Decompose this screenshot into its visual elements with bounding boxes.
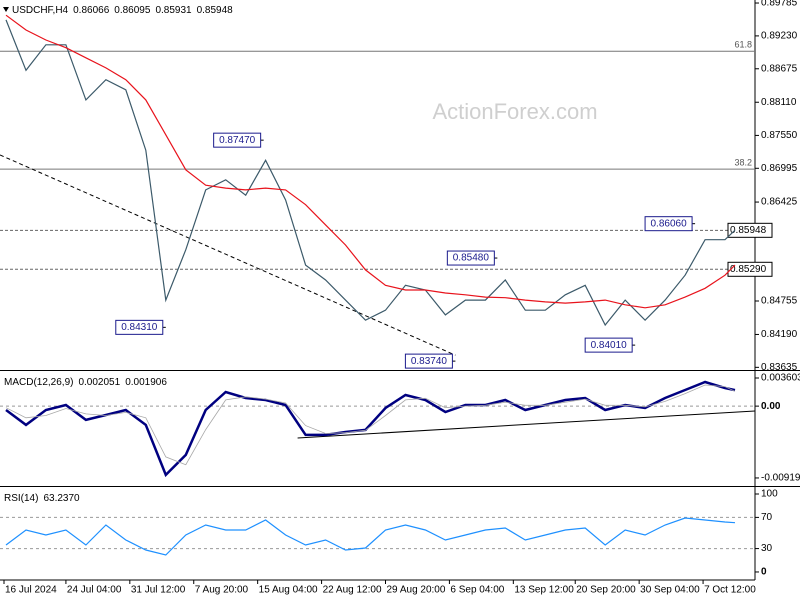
y-tick-label: 100: [761, 489, 778, 500]
y-tick-label: 0.86425: [761, 197, 798, 208]
header-value: 0.002051: [78, 377, 120, 388]
header-value: 0.86066: [73, 5, 110, 16]
series-line: [5, 384, 736, 466]
price-label-box: [727, 261, 773, 277]
annotation-box: [584, 337, 633, 353]
x-tick-label: 31 Jul 12:00: [131, 585, 186, 596]
annotation-label: 0.85480: [453, 253, 490, 264]
x-tick-label: 6 Sep 04:00: [450, 585, 504, 596]
panel-header: RSI(14) 63.2370: [4, 493, 80, 504]
series-line: [5, 14, 736, 309]
series-line: [5, 517, 736, 556]
annotation-box: [213, 132, 262, 148]
y-tick-label: 0.88110: [761, 97, 797, 108]
fib-label: 61.8: [734, 40, 752, 50]
panel-title: RSI(14): [4, 493, 38, 504]
annotation-box: [115, 319, 164, 335]
header-value: 0.001906: [125, 377, 167, 388]
annotation-label: 0.84010: [591, 340, 628, 351]
y-tick-label: 70: [761, 512, 773, 523]
y-tick-label: 0.89230: [761, 31, 798, 42]
x-tick-label: 16 Jul 2024: [5, 585, 57, 596]
x-tick-label: 13 Sep 12:00: [514, 585, 574, 596]
x-tick-label: 15 Aug 04:00: [259, 585, 318, 596]
annotation-box: [446, 250, 495, 266]
header-value: 0.85931: [155, 5, 192, 16]
y-tick-label: 0.86995: [761, 163, 798, 174]
x-tick-label: 29 Aug 20:00: [386, 585, 445, 596]
header-value: 0.86095: [114, 5, 151, 16]
annotation-label: 0.84310: [121, 322, 158, 333]
y-tick-label: 30: [761, 543, 773, 554]
y-tick-label: -0.009198: [761, 473, 800, 484]
annotation-label: 0.86060: [651, 218, 688, 229]
price-label: 0.85290: [730, 264, 767, 275]
annotation-label: 0.87470: [219, 135, 256, 146]
x-tick-label: 20 Sep 20:00: [576, 585, 636, 596]
trendline: [0, 154, 456, 356]
annotation-label: 0.83740: [411, 356, 448, 367]
y-tick-label: 0.88675: [761, 63, 798, 74]
y-tick-label: 0.83635: [761, 362, 798, 373]
y-tick-label: 0: [761, 567, 767, 578]
panel-title: USDCHF,H4: [12, 5, 69, 16]
x-tick-label: 7 Oct 12:00: [704, 585, 756, 596]
watermark: ActionForex.com: [432, 99, 597, 124]
panel-header: MACD(12,26,9) 0.002051 0.001906: [4, 377, 167, 388]
x-tick-label: 30 Sep 04:00: [640, 585, 700, 596]
series-line: [5, 380, 736, 478]
y-tick-label: 0.87550: [761, 130, 798, 141]
header-value: 0.85948: [197, 5, 234, 16]
fib-label: 38.2: [734, 158, 752, 168]
annotation-box: [644, 216, 693, 232]
y-tick-label: 0.00: [761, 401, 781, 412]
y-tick-label: 0.89785: [761, 0, 798, 9]
price-label-box: [727, 222, 773, 238]
x-tick-label: 7 Aug 20:00: [195, 585, 249, 596]
header-arrow: [3, 7, 9, 12]
annotation-box: [404, 353, 453, 369]
x-tick-label: 24 Jul 04:00: [67, 585, 122, 596]
panel-header: USDCHF,H4 0.86066 0.86095 0.85931 0.85948: [12, 5, 233, 16]
panel-title: MACD(12,26,9): [4, 377, 73, 388]
price-label: 0.85948: [730, 225, 767, 236]
header-value: 63.2370: [43, 493, 80, 504]
y-tick-label: 0.84190: [761, 329, 798, 340]
y-tick-label: 0.84755: [761, 296, 798, 307]
y-tick-label: 0.003603: [761, 373, 800, 384]
x-tick-label: 22 Aug 12:00: [323, 585, 382, 596]
trendline: [297, 410, 756, 439]
